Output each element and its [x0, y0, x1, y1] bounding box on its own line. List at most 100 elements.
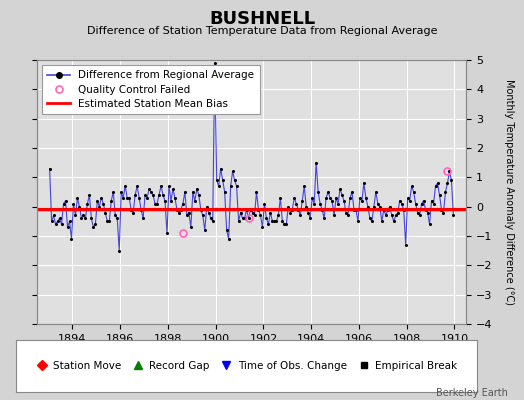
Point — [350, 206, 358, 213]
Point — [127, 206, 135, 213]
Point — [115, 248, 124, 254]
Legend: Station Move, Record Gap, Time of Obs. Change, Empirical Break: Station Move, Record Gap, Time of Obs. C… — [31, 357, 461, 375]
Point — [165, 183, 173, 189]
Point — [61, 198, 70, 204]
Point — [376, 204, 384, 210]
Point — [56, 215, 64, 222]
Point — [59, 200, 68, 207]
Point — [354, 218, 362, 224]
Point — [359, 180, 368, 186]
Point — [93, 198, 102, 204]
Point — [216, 165, 225, 172]
Point — [431, 183, 440, 189]
Point — [368, 218, 376, 224]
Point — [340, 198, 348, 204]
Point — [316, 200, 324, 207]
Point — [292, 200, 300, 207]
Point — [270, 218, 279, 224]
Point — [194, 192, 203, 198]
Point — [326, 195, 334, 201]
Point — [322, 195, 330, 201]
Point — [83, 200, 92, 207]
Point — [221, 189, 229, 195]
Point — [191, 198, 199, 204]
Point — [183, 212, 191, 219]
Point — [416, 212, 424, 219]
Point — [256, 212, 265, 219]
Point — [231, 177, 239, 184]
Point — [369, 204, 378, 210]
Point — [111, 212, 119, 219]
Point — [169, 186, 177, 192]
Point — [135, 195, 144, 201]
Point — [374, 200, 382, 207]
Point — [234, 218, 243, 224]
Point — [260, 200, 269, 207]
Point — [91, 221, 100, 228]
Point — [272, 218, 280, 224]
Point — [388, 212, 396, 219]
Point — [328, 198, 336, 204]
Point — [394, 209, 402, 216]
Point — [211, 60, 219, 66]
Point — [49, 212, 58, 219]
Point — [386, 204, 394, 210]
Point — [280, 221, 289, 228]
Point — [288, 206, 297, 213]
Point — [443, 180, 452, 186]
Point — [141, 192, 149, 198]
Point — [87, 215, 95, 222]
Point — [117, 189, 125, 195]
Point — [314, 189, 322, 195]
Point — [77, 215, 85, 222]
Point — [236, 209, 245, 216]
Point — [226, 183, 235, 189]
Point — [399, 206, 408, 213]
Point — [139, 215, 147, 222]
Point — [155, 192, 163, 198]
Point — [332, 195, 340, 201]
Point — [306, 215, 314, 222]
Point — [334, 200, 342, 207]
Point — [296, 212, 304, 219]
Point — [67, 236, 75, 242]
Point — [206, 215, 215, 222]
Point — [46, 165, 54, 172]
Point — [145, 186, 153, 192]
Point — [290, 195, 299, 201]
Point — [419, 198, 428, 204]
Point — [75, 204, 84, 210]
Point — [403, 195, 412, 201]
Point — [201, 227, 209, 233]
Point — [143, 195, 151, 201]
Point — [133, 183, 141, 189]
Point — [352, 206, 360, 213]
Point — [248, 209, 257, 216]
Point — [356, 195, 364, 201]
Point — [250, 212, 259, 219]
Point — [408, 183, 416, 189]
Point — [51, 221, 60, 228]
Point — [181, 189, 189, 195]
Point — [406, 198, 414, 204]
Point — [294, 206, 302, 213]
Point — [308, 195, 316, 201]
Point — [123, 195, 132, 201]
Point — [224, 236, 233, 242]
Point — [209, 218, 217, 224]
Point — [243, 206, 251, 213]
Point — [71, 212, 80, 219]
Point — [85, 192, 94, 198]
Point — [89, 224, 97, 230]
Point — [244, 215, 253, 222]
Point — [389, 218, 398, 224]
Point — [366, 215, 374, 222]
Point — [79, 212, 88, 219]
Point — [398, 200, 406, 207]
Point — [113, 215, 122, 222]
Point — [107, 198, 115, 204]
Point — [384, 206, 392, 213]
Point — [167, 198, 175, 204]
Point — [184, 209, 193, 216]
Point — [396, 198, 404, 204]
